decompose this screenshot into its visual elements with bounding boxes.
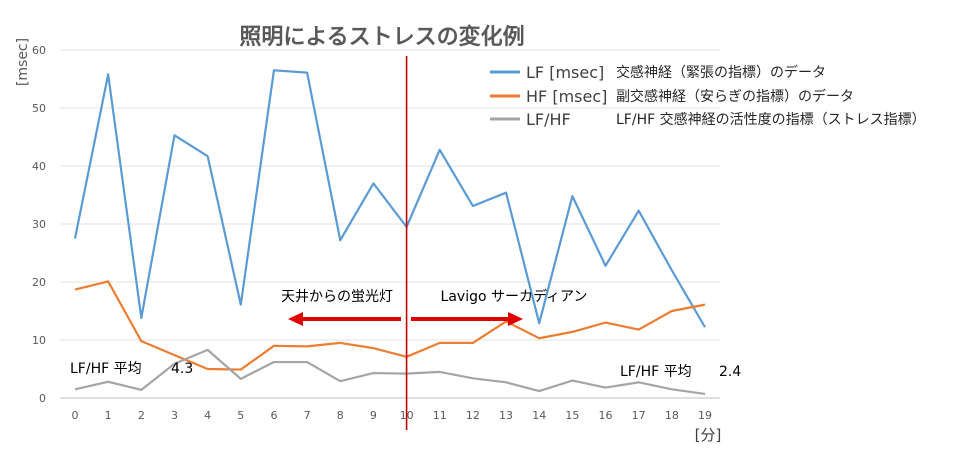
x-tick-label: 11 [433, 409, 447, 422]
series-line-hf [74, 280, 706, 371]
series-line-lfhf [74, 348, 706, 396]
right-arrow-head [508, 312, 523, 326]
x-tick-label: 13 [499, 409, 513, 422]
legend: LF [msec] 交感神経（緊張の指標）のデータ HF [msec] 副交感神… [490, 63, 926, 129]
legend-name-lf: LF [msec] [526, 63, 604, 82]
x-tick-label: 12 [466, 409, 480, 422]
legend-name-lfhf: LF/HF [526, 110, 571, 129]
x-tick-label: 4 [204, 409, 211, 422]
legend-desc-lf: 交感神経（緊張の指標）のデータ [616, 64, 826, 81]
y-tick-label: 20 [32, 276, 46, 289]
x-tick-labels: 0 1 2 3 4 5 6 7 8 9 10 11 12 13 14 15 16 17 18 19 [72, 409, 713, 422]
legend-desc-lfhf: LF/HF 交感神経の活性度の指標（ストレス指標） [616, 111, 926, 128]
x-tick-label: 16 [599, 409, 613, 422]
x-tick-label: 9 [370, 409, 377, 422]
left-condition-label: 天井からの蛍光灯 [281, 289, 393, 305]
right-average-value: 2.4 [719, 364, 741, 380]
legend-name-hf: HF [msec] [526, 87, 607, 106]
x-axis-label: [分] [695, 426, 722, 444]
x-tick-label: 15 [565, 409, 579, 422]
y-tick-label: 60 [32, 44, 46, 57]
x-tick-label: 18 [665, 409, 679, 422]
left-arrow-head [288, 312, 303, 326]
legend-desc-hf: 副交感神経（安らぎの指標）のデータ [616, 88, 854, 105]
y-tick-label: 40 [32, 160, 46, 173]
chart-title: 照明によるストレスの変化例 [239, 24, 524, 50]
x-tick-label: 6 [270, 409, 277, 422]
x-tick-label: 7 [304, 409, 311, 422]
x-tick-label: 2 [138, 409, 145, 422]
y-tick-label: 10 [32, 334, 46, 347]
x-tick-label: 5 [237, 409, 244, 422]
x-tick-label: 1 [105, 409, 112, 422]
series-lines [73, 69, 706, 396]
x-tick-label: 3 [171, 409, 178, 422]
x-tick-label: 19 [698, 409, 712, 422]
y-tick-labels: 0 10 20 30 40 50 60 [32, 44, 46, 405]
x-tick-label: 14 [532, 409, 546, 422]
y-tick-label: 0 [39, 392, 46, 405]
left-average-label: LF/HF 平均 [70, 361, 142, 377]
annotation-arrows [288, 312, 523, 326]
left-average-value: 4.3 [171, 361, 193, 377]
y-axis-label: [msec] [15, 38, 31, 86]
y-tick-label: 50 [32, 102, 46, 115]
y-tick-label: 30 [32, 218, 46, 231]
x-tick-label: 17 [632, 409, 646, 422]
right-condition-label: Lavigo サーカディアン [441, 288, 588, 305]
x-tick-label: 8 [337, 409, 344, 422]
right-average-label: LF/HF 平均 [620, 364, 692, 380]
series-line-lf [73, 69, 706, 328]
x-tick-label: 0 [72, 409, 79, 422]
